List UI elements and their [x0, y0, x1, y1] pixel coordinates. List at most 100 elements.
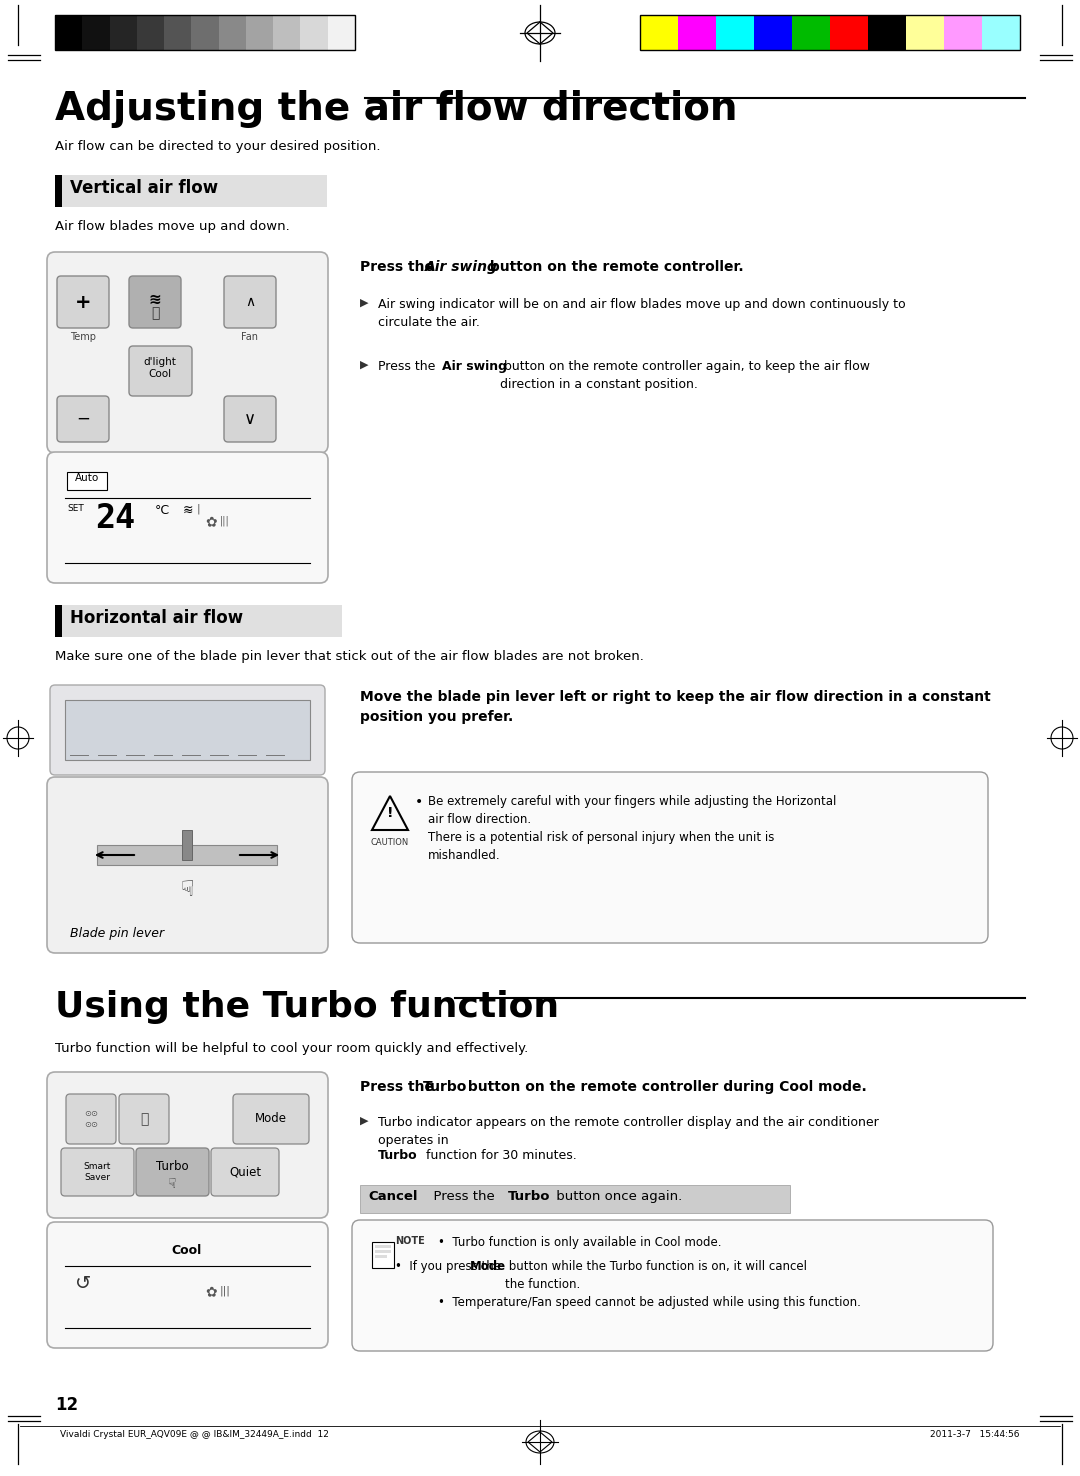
Bar	[183, 830, 192, 861]
Text: Be extremely careful with your fingers while adjusting the Horizontal
air flow d: Be extremely careful with your fingers w…	[428, 796, 836, 862]
FancyBboxPatch shape	[129, 276, 181, 328]
Text: ∧: ∧	[245, 295, 255, 308]
Text: button on the remote controller during Cool mode.: button on the remote controller during C…	[463, 1080, 867, 1094]
FancyBboxPatch shape	[136, 1148, 210, 1196]
Text: −: −	[76, 410, 90, 428]
Bar	[246, 15, 273, 50]
Text: Auto: Auto	[75, 472, 99, 483]
Text: Adjusting the air flow direction: Adjusting the air flow direction	[55, 90, 738, 128]
Bar	[55, 605, 62, 638]
FancyBboxPatch shape	[48, 452, 328, 583]
Bar	[218, 15, 246, 50]
Bar	[906, 15, 944, 50]
Text: Turbo: Turbo	[508, 1190, 551, 1203]
Bar	[327, 15, 355, 50]
Bar	[792, 15, 831, 50]
Bar	[97, 844, 276, 865]
FancyBboxPatch shape	[48, 1222, 328, 1348]
Bar	[360, 1185, 789, 1213]
Bar	[375, 1250, 391, 1253]
FancyBboxPatch shape	[129, 345, 192, 396]
Text: Vertical air flow: Vertical air flow	[70, 179, 218, 196]
FancyBboxPatch shape	[352, 772, 988, 943]
Text: Cancel: Cancel	[368, 1190, 418, 1203]
Bar	[375, 1244, 391, 1249]
Bar	[65, 700, 310, 760]
Text: Air flow blades move up and down.: Air flow blades move up and down.	[55, 220, 289, 233]
Text: 2011-3-7   15:44:56: 2011-3-7 15:44:56	[931, 1430, 1020, 1439]
Bar	[944, 15, 982, 50]
Bar	[62, 176, 327, 207]
Text: Turbo function will be helpful to cool your room quickly and effectively.: Turbo function will be helpful to cool y…	[55, 1042, 528, 1055]
Text: |||: |||	[220, 515, 230, 525]
Bar	[273, 15, 300, 50]
FancyBboxPatch shape	[48, 1072, 328, 1218]
FancyBboxPatch shape	[60, 1148, 134, 1196]
Text: Cool: Cool	[172, 1244, 202, 1258]
Text: !: !	[387, 806, 393, 821]
Text: ✿: ✿	[205, 515, 217, 528]
Text: Air swing: Air swing	[426, 260, 498, 275]
Text: +: +	[75, 292, 91, 311]
Text: ☟: ☟	[167, 1176, 176, 1191]
Bar	[375, 1255, 387, 1258]
Bar	[55, 176, 62, 207]
Text: Press the: Press the	[426, 1190, 499, 1203]
Text: NOTE: NOTE	[395, 1235, 424, 1246]
Bar	[982, 15, 1020, 50]
Text: Make sure one of the blade pin lever that stick out of the air flow blades are n: Make sure one of the blade pin lever tha…	[55, 649, 644, 663]
Text: SET: SET	[67, 503, 84, 514]
Text: Turbo: Turbo	[423, 1080, 468, 1094]
Text: Move the blade pin lever left or right to keep the air flow direction in a const: Move the blade pin lever left or right t…	[360, 689, 990, 723]
Text: Blade pin lever: Blade pin lever	[70, 927, 164, 940]
Text: Horizontal air flow: Horizontal air flow	[70, 610, 243, 627]
Bar	[191, 15, 218, 50]
Bar	[55, 15, 355, 50]
Text: °C: °C	[156, 503, 171, 517]
FancyBboxPatch shape	[224, 396, 276, 441]
Text: •  If you press the: • If you press the	[395, 1261, 504, 1272]
Text: button on the remote controller.: button on the remote controller.	[485, 260, 744, 275]
Text: ⏻: ⏻	[139, 1111, 148, 1126]
Text: Air swing indicator will be on and air flow blades move up and down continuously: Air swing indicator will be on and air f…	[378, 298, 906, 329]
Text: •  Temperature/Fan speed cannot be adjusted while using this function.: • Temperature/Fan speed cannot be adjust…	[438, 1296, 861, 1309]
Text: ▶: ▶	[360, 298, 368, 308]
Text: ≋: ≋	[149, 292, 161, 307]
Text: •  Turbo function is only available in Cool mode.: • Turbo function is only available in Co…	[438, 1235, 721, 1249]
Text: d'light
Cool: d'light Cool	[144, 357, 176, 379]
Bar	[831, 15, 868, 50]
Bar	[300, 15, 327, 50]
Bar	[55, 15, 82, 50]
Bar	[868, 15, 906, 50]
Bar	[62, 605, 342, 638]
Text: Press the: Press the	[360, 1080, 438, 1094]
Text: button on the remote controller again, to keep the air flow
direction in a const: button on the remote controller again, t…	[500, 360, 870, 391]
Text: ✋: ✋	[151, 306, 159, 320]
Text: Press the: Press the	[378, 360, 440, 373]
FancyBboxPatch shape	[48, 776, 328, 953]
FancyBboxPatch shape	[57, 396, 109, 441]
Text: •: •	[415, 796, 423, 809]
Text: ☟: ☟	[180, 880, 193, 900]
Text: 24: 24	[95, 502, 135, 534]
Text: |: |	[197, 503, 201, 515]
Bar	[678, 15, 716, 50]
Bar	[640, 15, 1020, 50]
Bar	[109, 15, 137, 50]
Text: CAUTION: CAUTION	[370, 838, 409, 847]
Text: ∨: ∨	[244, 410, 256, 428]
Text: Air swing: Air swing	[442, 360, 507, 373]
Text: ▶: ▶	[360, 360, 368, 370]
Text: ≋: ≋	[183, 503, 193, 517]
Text: 12: 12	[55, 1396, 78, 1414]
Text: Mode: Mode	[255, 1113, 287, 1126]
FancyBboxPatch shape	[211, 1148, 279, 1196]
Text: Smart
Saver: Smart Saver	[83, 1162, 110, 1182]
Bar	[164, 15, 191, 50]
Text: Turbo: Turbo	[378, 1148, 418, 1162]
Bar	[82, 15, 109, 50]
Text: function for 30 minutes.: function for 30 minutes.	[422, 1148, 577, 1162]
FancyBboxPatch shape	[233, 1094, 309, 1144]
Text: ↺: ↺	[75, 1274, 92, 1293]
Text: Quiet: Quiet	[229, 1166, 261, 1178]
